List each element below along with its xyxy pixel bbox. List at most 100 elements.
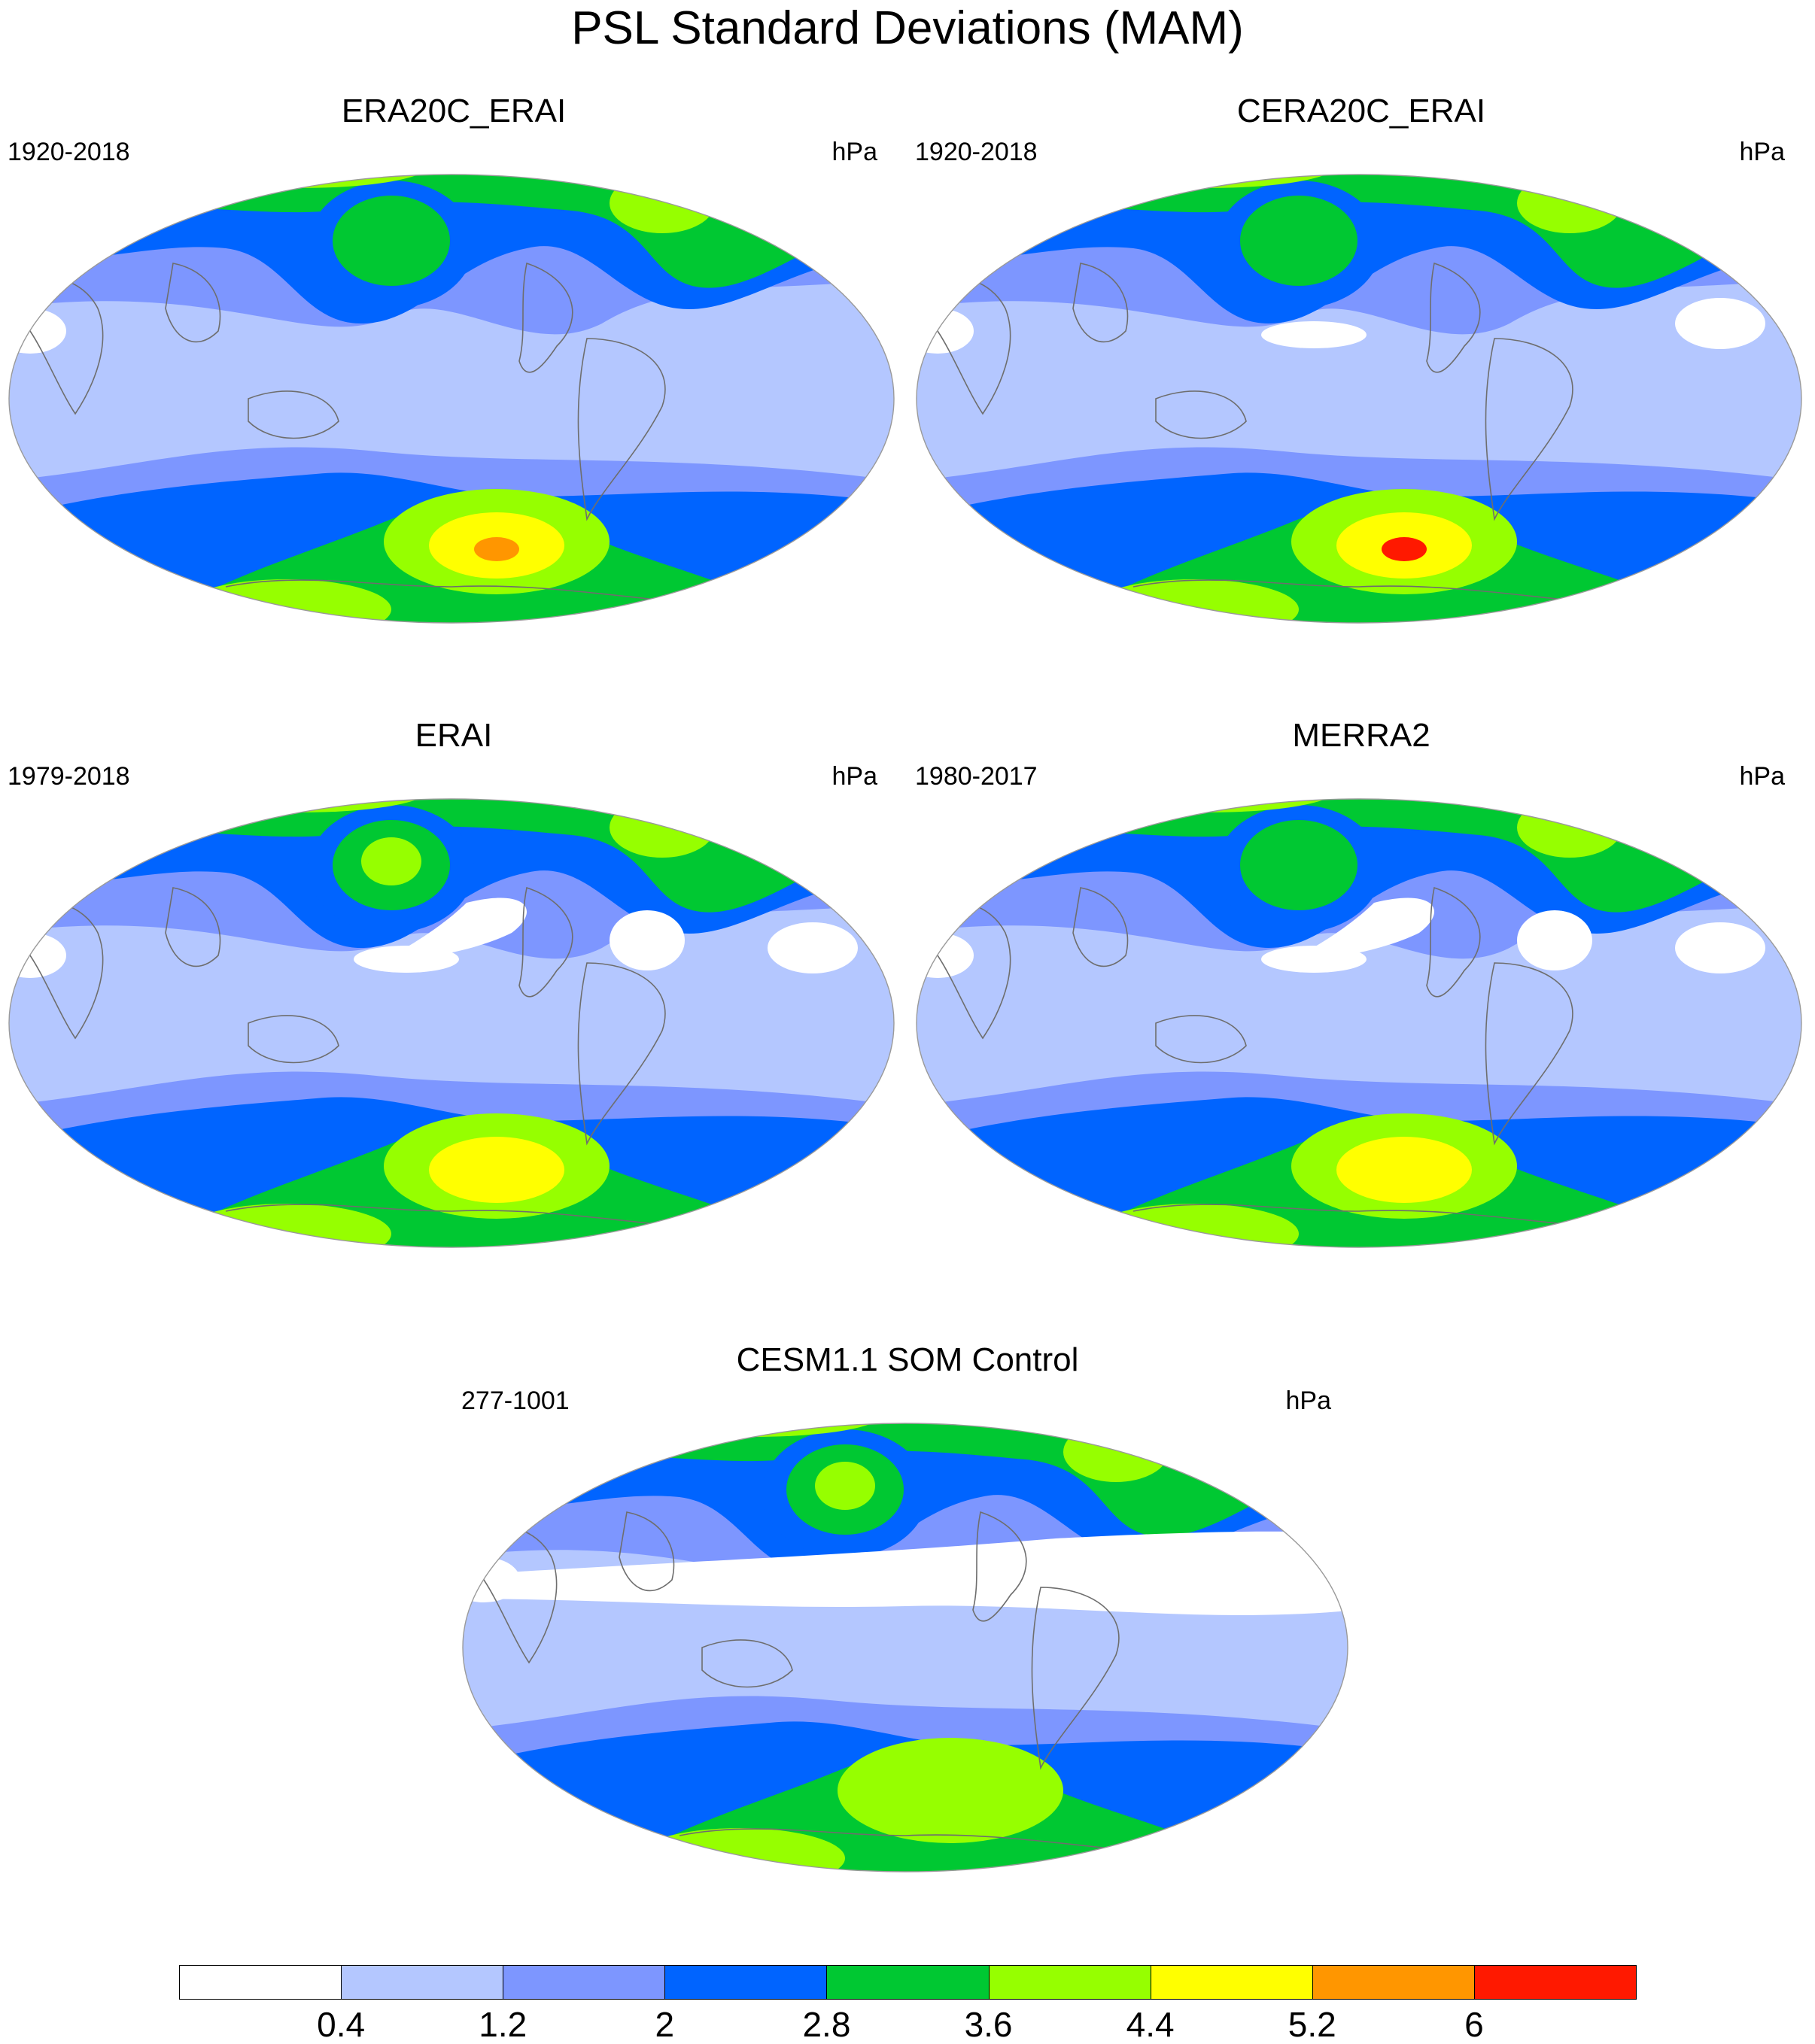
antarctica-outline [225, 1204, 678, 1227]
antarctica-outline [225, 579, 678, 603]
central-america-outline [972, 1511, 1027, 1622]
tropical-white-atlantic [1675, 298, 1765, 349]
tropical-white-amazon [1517, 910, 1592, 970]
australia-outline [248, 390, 339, 439]
period-label: 1920-2018 [915, 138, 1038, 166]
atlantic-level-5 [610, 799, 715, 858]
map-border [462, 1423, 1348, 1872]
southern-peak [1382, 537, 1427, 561]
period-label: 277-1001 [461, 1386, 570, 1415]
colorbar-box [341, 1965, 504, 2000]
aleutian-peak [1269, 837, 1329, 885]
map-panel-merra2: MERRA2 1980-2017 hPa [908, 715, 1815, 1332]
units-label: hPa [831, 762, 878, 791]
atlantic-level-5 [610, 175, 715, 233]
atlantic-level-5 [1517, 175, 1622, 233]
southern-level-6 [1336, 1137, 1472, 1203]
atlantic-level-5 [1063, 1423, 1169, 1482]
colorbar-box [1312, 1965, 1475, 2000]
figure-title: PSL Standard Deviations (MAM) [571, 2, 1244, 54]
panel-title: CERA20C_ERAI [1236, 93, 1486, 129]
colorbar-tick-label: 6 [1464, 2005, 1484, 2044]
aleutian-peak [361, 837, 421, 885]
panel-title: ERAI [415, 717, 493, 754]
colorbar-tick-label: 1.2 [479, 2005, 527, 2044]
period-label: 1920-2018 [8, 138, 130, 166]
map-panel-era20c-erai: ERA20C_ERAI 1920-2018 hPa [0, 90, 908, 707]
tropical-white-east-pacific [391, 897, 527, 958]
australia-outline [1155, 1015, 1247, 1064]
aleutian-peak [361, 213, 421, 261]
panel-title: CESM1.1 SOM Control [736, 1341, 1079, 1378]
tropical-white-band [463, 1531, 1348, 1615]
southern-level-6 [883, 1761, 1018, 1827]
psl-map [8, 798, 895, 1248]
colorbar-tick-label: 0.4 [317, 2005, 366, 2044]
coastlines [29, 886, 678, 1227]
south-america-outline [1485, 338, 1573, 521]
period-label: 1980-2017 [915, 762, 1038, 791]
colorbar-box [503, 1965, 666, 2000]
southern-level-6 [429, 1137, 564, 1203]
contour-field [463, 1423, 1348, 1872]
colorbar-tick-label: 3.6 [964, 2005, 1013, 2044]
colorbar [179, 1965, 1637, 2000]
map-border [916, 798, 1802, 1248]
psl-map [916, 174, 1802, 624]
tropical-white-east-pacific [1299, 897, 1434, 958]
units-label: hPa [1285, 1386, 1332, 1415]
central-america-outline [1426, 886, 1481, 998]
psl-map [916, 798, 1802, 1248]
coastlines [937, 262, 1585, 603]
contour-field [917, 799, 1801, 1247]
units-label: hPa [831, 138, 878, 166]
map-border [8, 174, 895, 624]
period-label: 1979-2018 [8, 762, 130, 791]
tropical-white-atlantic [1675, 922, 1765, 973]
colorbar-tick-label: 2 [655, 2005, 675, 2044]
aleutian-peak [1269, 213, 1329, 261]
antarctica-outline [1132, 1204, 1585, 1227]
atlantic-level-5 [1517, 799, 1622, 858]
map-border [916, 174, 1802, 624]
australia-outline [1155, 390, 1247, 439]
psl-map [8, 174, 895, 624]
colorbar-tick-label: 2.8 [802, 2005, 851, 2044]
aleutian-peak [815, 1462, 875, 1510]
central-america-outline [518, 262, 573, 373]
asia-outline [619, 1511, 675, 1592]
central-america-outline [518, 886, 573, 998]
colorbar-box [826, 1965, 990, 2000]
colorbar-box [1473, 1965, 1637, 2000]
asia-outline [1072, 887, 1129, 967]
colorbar-tick-label: 4.4 [1126, 2005, 1175, 2044]
tropical-white-amazon [610, 910, 685, 970]
australia-outline [701, 1639, 793, 1688]
map-panel-cera20c-erai: CERA20C_ERAI 1920-2018 hPa [908, 90, 1815, 707]
central-america-outline [1426, 262, 1481, 373]
colorbar-box [988, 1965, 1151, 2000]
colorbar-box [664, 1965, 828, 2000]
south-america-outline [1031, 1587, 1120, 1770]
map-border [8, 798, 895, 1248]
tropical-white-pacific [1261, 321, 1367, 348]
map-panel-erai: ERAI 1979-2018 hPa [0, 715, 908, 1332]
units-label: hPa [1739, 762, 1786, 791]
contour-field [9, 175, 894, 623]
contour-field [9, 799, 894, 1247]
south-america-outline [1485, 962, 1573, 1146]
colorbar-tick-label: 5.2 [1288, 2005, 1336, 2044]
tropical-white-atlantic [768, 922, 858, 973]
units-label: hPa [1739, 138, 1786, 166]
panel-title: MERRA2 [1292, 717, 1430, 754]
panel-title: ERA20C_ERAI [341, 93, 567, 129]
map-panel-cesm-som-control: CESM1.1 SOM Control 277-1001 hPa [454, 1339, 1361, 1956]
colorbar-box [179, 1965, 342, 2000]
asia-outline [1072, 263, 1129, 343]
asia-outline [165, 263, 221, 343]
colorbar-box [1150, 1965, 1313, 2000]
south-america-outline [577, 962, 666, 1146]
contour-field [917, 175, 1801, 623]
antarctica-outline [679, 1828, 1132, 1851]
southern-peak [474, 537, 519, 561]
